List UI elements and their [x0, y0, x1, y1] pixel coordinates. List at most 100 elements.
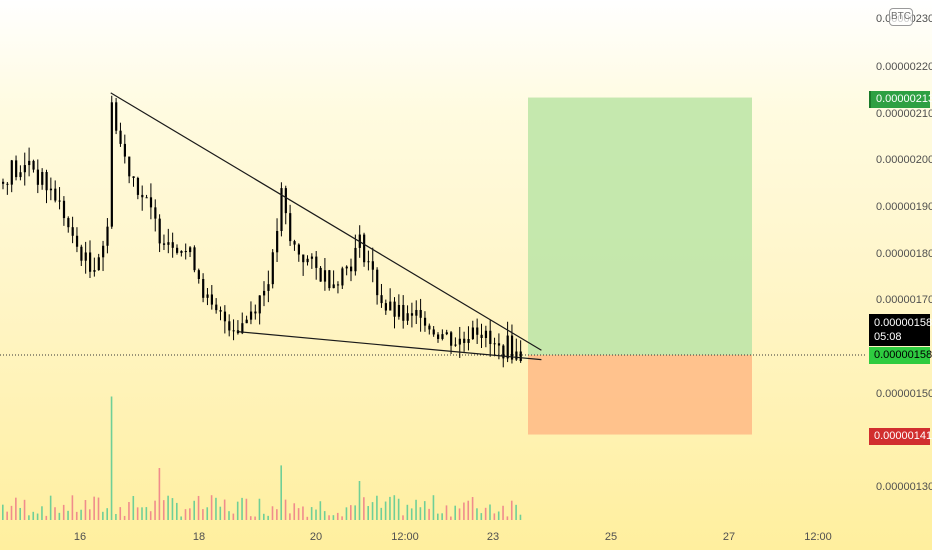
volume-bar — [419, 507, 422, 520]
volume-bar — [197, 495, 200, 520]
volume-bar — [106, 508, 108, 520]
candle-body — [167, 242, 170, 245]
volume-bar — [476, 508, 478, 520]
volume-bar — [10, 505, 13, 520]
candle-body — [467, 339, 470, 343]
volume-bar — [102, 511, 104, 520]
candle-body — [45, 172, 48, 191]
candle-body — [93, 270, 96, 272]
candle-body — [19, 172, 22, 178]
volume-bar — [437, 513, 439, 520]
candle-body — [336, 284, 340, 286]
volume-bar — [306, 516, 309, 520]
volume-bar — [506, 516, 509, 520]
candle-body — [267, 284, 270, 291]
stop-price-tag: 0.00000141 — [869, 428, 932, 445]
candle-body — [345, 266, 348, 269]
volume-bar — [236, 501, 239, 520]
time-axis-label: 23 — [487, 531, 499, 543]
volume-bar — [389, 496, 391, 520]
candle-body — [489, 330, 492, 345]
candle-body — [493, 343, 496, 345]
candle-body — [371, 261, 374, 270]
candle-body — [306, 258, 309, 263]
candle-body — [350, 266, 353, 272]
volume-bar — [19, 507, 21, 520]
time-axis-label: 16 — [74, 531, 86, 543]
candle-body — [515, 351, 518, 360]
candle-body — [463, 338, 466, 343]
candle-body — [315, 256, 318, 268]
volume-bar — [354, 505, 356, 520]
volume-bar — [267, 515, 269, 520]
candle-body — [176, 247, 179, 253]
volume-bar — [80, 509, 82, 520]
candle-body — [480, 334, 483, 339]
volume-bar — [336, 512, 339, 520]
volume-bar — [393, 495, 396, 520]
volume-bar — [180, 516, 182, 520]
candle-body — [115, 102, 118, 131]
candle-body — [454, 344, 457, 346]
volume-bar — [62, 504, 65, 520]
candle-body — [502, 345, 505, 359]
volume-bar — [123, 515, 126, 520]
entry-price-tag: 0.00000158 — [869, 347, 932, 364]
candle-body — [280, 188, 283, 231]
volume-bar — [206, 507, 209, 520]
time-axis-label: 25 — [605, 531, 617, 543]
candle-body — [406, 313, 409, 321]
loss-zone — [528, 354, 752, 435]
candle-body — [258, 295, 261, 314]
price-axis-label: 0.00000190 — [876, 201, 932, 213]
candle-body — [497, 343, 501, 346]
volume-bar — [249, 516, 252, 520]
volume-bar — [202, 509, 204, 520]
candle-body — [228, 321, 231, 331]
candle-body — [15, 160, 18, 178]
candle-body — [75, 235, 79, 247]
volume-bar — [328, 515, 330, 520]
candle-body — [197, 270, 200, 279]
price-axis-label: 0.00000150 — [876, 388, 932, 400]
profit-zone — [528, 97, 752, 355]
candle-body — [384, 303, 387, 311]
volume-bar — [263, 513, 265, 520]
candle-body — [506, 335, 509, 359]
price-axis-label: 0.00000180 — [876, 248, 932, 260]
volume-bar — [84, 499, 87, 520]
candle-body — [419, 309, 422, 318]
volume-bar — [6, 511, 8, 520]
candle-body — [397, 304, 401, 317]
candle-body — [102, 245, 105, 258]
candle-body — [254, 311, 257, 314]
current-price-value: 0.00000158 — [874, 317, 932, 329]
volume-bar — [310, 507, 313, 520]
candle-body — [41, 172, 44, 185]
volume-bar — [89, 509, 91, 520]
volume-bar — [297, 508, 300, 520]
volume-bar — [54, 507, 56, 520]
price-axis-label: 0.00000200 — [876, 154, 932, 166]
volume-bar — [119, 507, 122, 520]
volume-bar — [458, 508, 461, 520]
volume-bar — [454, 505, 456, 520]
volume-bar — [284, 499, 287, 520]
candle-body — [67, 218, 70, 228]
price-axis-label: 0.00000130 — [876, 481, 932, 493]
candle-body — [410, 313, 414, 316]
volume-bar — [241, 497, 243, 520]
trendline-lower — [236, 330, 542, 361]
volume-bar — [345, 507, 348, 520]
volume-bar — [258, 498, 261, 520]
volume-bar — [232, 513, 235, 520]
volume-bar — [93, 496, 95, 520]
volume-bar — [115, 514, 117, 520]
candle-body — [206, 294, 209, 298]
volume-bar — [502, 505, 504, 520]
candle-body — [284, 188, 287, 214]
candle-body — [241, 323, 244, 334]
candle-body — [458, 338, 461, 345]
